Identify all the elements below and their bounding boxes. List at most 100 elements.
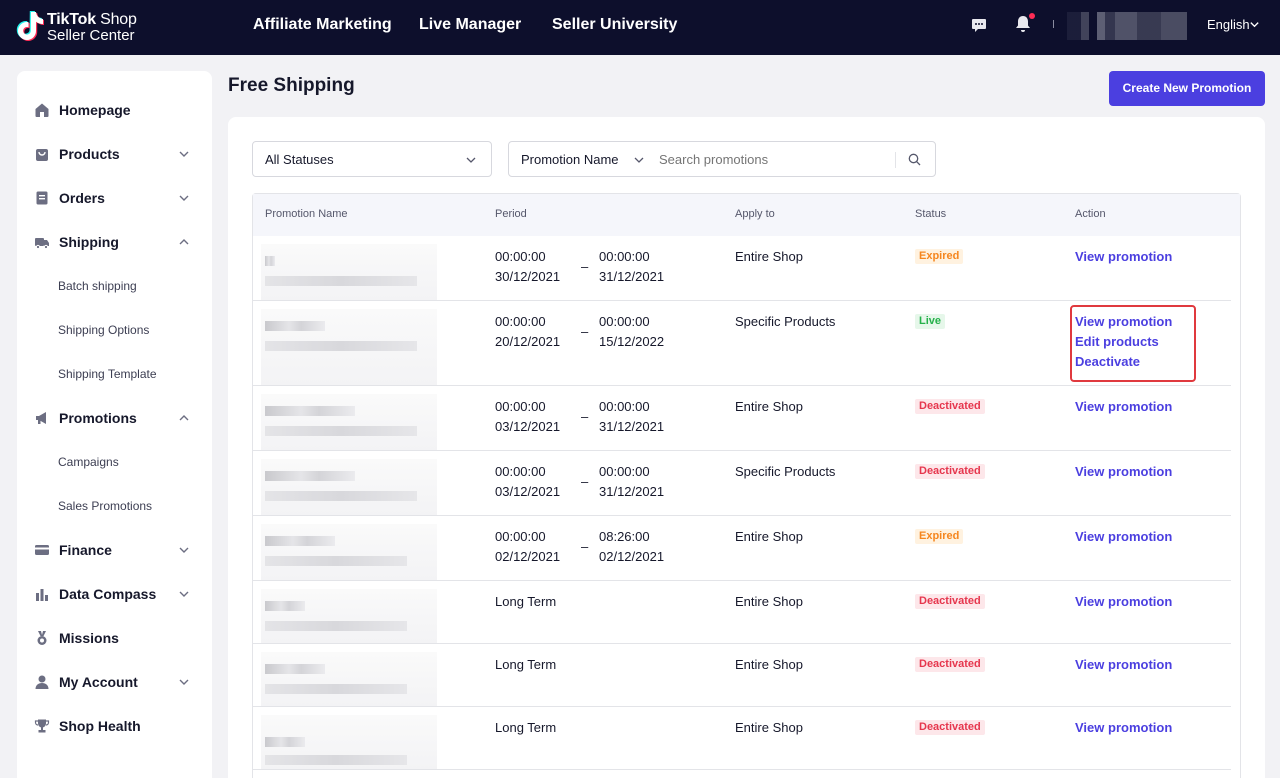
bag-icon [36,149,48,161]
apply-to: Entire Shop [735,249,803,264]
megaphone-icon [36,412,46,424]
promotion-name-redacted [261,524,437,580]
sidebar-subitem-sales-promotions[interactable]: Sales Promotions [58,499,153,513]
chevron-down-icon [179,679,189,685]
sidebar-item-label: Orders [59,190,105,206]
column-header-apply-to: Apply to [735,208,775,220]
sidebar-subitem-batch-shipping[interactable]: Batch shipping [58,279,137,293]
period-start-time: 00:00:00 [495,314,546,329]
chevron-down-icon[interactable] [633,154,645,166]
search-field-selector[interactable]: Promotion Name [521,152,619,167]
status-badge: Live [915,314,946,329]
sidebar-item-label: Shop Health [59,718,141,734]
chevron-up-icon [179,415,189,421]
nav-live-manager[interactable]: Live Manager [419,16,522,33]
view-promotion-link[interactable]: View promotion [1075,464,1173,479]
sidebar-item-my-account[interactable]: My Account [17,670,212,694]
period-start-date: 02/12/2021 [495,549,561,564]
view-promotion-link[interactable]: View promotion [1075,314,1173,329]
period-start-date: 20/12/2021 [495,334,561,349]
view-promotion-link[interactable]: View promotion [1075,249,1173,264]
deactivate-link[interactable]: Deactivate [1075,354,1141,369]
tiktok-shop-logo[interactable]: TikTok Shop Seller Center [16,8,148,46]
header-divider [1053,20,1054,28]
table-row: 00:00:00 03/12/2021 – 00:00:00 31/12/202… [253,386,1231,451]
language-selector[interactable]: English [1207,17,1250,32]
period-end-time: 00:00:00 [599,399,650,414]
create-new-promotion-button[interactable]: Create New Promotion [1109,71,1265,106]
sidebar-item-label: Missions [59,630,119,646]
apply-to: Entire Shop [735,529,803,544]
period-end-time: 00:00:00 [599,464,650,479]
period-long-term: Long Term [495,594,557,609]
search-divider [895,152,896,168]
chat-icon[interactable] [971,17,987,33]
promotions-table: Promotion Name Period Apply to Status Ac… [252,193,1241,778]
sidebar-item-label: My Account [59,674,138,690]
bar-chart-icon [36,589,48,601]
promotion-name-redacted [261,459,437,515]
logo-title: TikTok Shop [47,11,137,28]
promotion-name-redacted [261,652,437,706]
period-end-date: 31/12/2021 [599,269,665,284]
status-filter-select[interactable]: All Statuses [252,141,492,177]
status-badge: Expired [915,529,964,544]
chevron-up-icon [179,239,189,245]
table-row: Long Term Entire Shop Deactivated View p… [253,707,1231,770]
chevron-down-icon [179,591,189,597]
sidebar-item-products[interactable]: Products [17,142,212,166]
apply-to: Entire Shop [735,720,803,735]
sidebar-subitem-shipping-options[interactable]: Shipping Options [58,323,150,337]
period-start-time: 00:00:00 [495,464,546,479]
promotion-name-redacted [261,589,437,643]
sidebar-item-promotions[interactable]: Promotions [17,406,212,430]
sidebar-item-label: Promotions [59,410,137,426]
nav-affiliate-marketing[interactable]: Affiliate Marketing [253,16,392,33]
promotion-name-redacted [261,394,437,450]
sidebar-item-finance[interactable]: Finance [17,538,212,562]
period-start-time: 00:00:00 [495,399,546,414]
status-badge: Deactivated [915,399,985,414]
chevron-down-icon [466,157,476,163]
period-end-date: 31/12/2021 [599,484,665,499]
column-header-period: Period [495,208,527,220]
view-promotion-link[interactable]: View promotion [1075,529,1173,544]
bell-icon[interactable] [1015,15,1031,33]
search-icon[interactable] [908,153,921,166]
top-bar: TikTok Shop Seller Center Affiliate Mark… [0,0,1280,55]
edit-products-link[interactable]: Edit products [1075,334,1159,349]
notification-dot [1029,13,1035,19]
sidebar-subitem-campaigns[interactable]: Campaigns [58,455,119,469]
sidebar-subitem-shipping-template[interactable]: Shipping Template [58,367,157,381]
sidebar-item-data-compass[interactable]: Data Compass [17,582,212,606]
view-promotion-link[interactable]: View promotion [1075,399,1173,414]
apply-to: Specific Products [735,314,836,329]
column-header-promotion-name: Promotion Name [265,208,348,220]
sidebar-item-missions[interactable]: Missions [17,626,212,650]
promotion-name-redacted [261,715,437,769]
table-row: 00:00:00 03/12/2021 – 00:00:00 31/12/202… [253,451,1231,516]
period-end-date: 31/12/2021 [599,419,665,434]
table-row: Long Term Entire Shop Deactivated View p… [253,644,1231,707]
period-long-term: Long Term [495,657,557,672]
truck-icon [35,238,49,250]
sidebar-item-shop-health[interactable]: Shop Health [17,714,212,738]
sidebar-item-shipping[interactable]: Shipping [17,230,212,254]
sidebar-item-orders[interactable]: Orders [17,186,212,210]
period-end-time: 00:00:00 [599,249,650,264]
period-start-date: 30/12/2021 [495,269,561,284]
apply-to: Entire Shop [735,399,803,414]
status-badge: Deactivated [915,657,985,672]
view-promotion-link[interactable]: View promotion [1075,657,1173,672]
apply-to: Specific Products [735,464,836,479]
nav-seller-university[interactable]: Seller University [552,16,678,33]
search-input[interactable] [659,152,889,167]
view-promotion-link[interactable]: View promotion [1075,594,1173,609]
view-promotion-link[interactable]: View promotion [1075,720,1173,735]
sidebar-item-homepage[interactable]: Homepage [17,98,212,122]
period-end-time: 08:26:00 [599,529,650,544]
status-badge: Deactivated [915,720,985,735]
chevron-down-icon[interactable] [1249,19,1260,30]
card-icon [35,545,49,555]
account-avatar-blurred[interactable] [1067,12,1187,40]
